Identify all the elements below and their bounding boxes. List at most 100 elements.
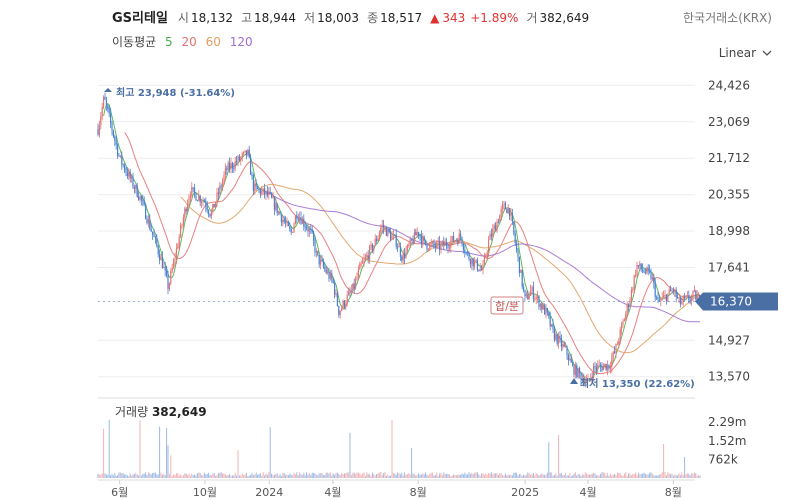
candle-body <box>509 208 511 216</box>
ma-legend-item-120[interactable]: 120 <box>229 35 253 49</box>
candle-body <box>345 303 347 307</box>
candle-body <box>569 358 571 361</box>
candle-body <box>475 259 477 262</box>
candle-body <box>567 354 569 361</box>
volume-bar <box>583 474 585 478</box>
candle-body <box>276 203 278 214</box>
candle-body <box>234 161 236 169</box>
volume-bar <box>244 474 246 478</box>
candle-body <box>271 193 273 198</box>
volume-bar <box>324 474 326 478</box>
candle-body <box>546 308 548 313</box>
candle-body <box>478 269 480 271</box>
candle-body <box>514 233 516 244</box>
volume-bar <box>268 472 270 478</box>
volume-bar <box>139 420 141 478</box>
volume-bar <box>433 475 435 478</box>
ma-legend-item-5[interactable]: 5 <box>165 35 173 49</box>
volume-bar <box>538 475 540 478</box>
candle-body <box>100 116 102 126</box>
volume-bar <box>574 472 576 478</box>
volume-bar <box>636 475 638 478</box>
volume-bar <box>635 472 637 478</box>
volume-bar <box>398 472 400 478</box>
candle-body <box>230 163 232 169</box>
candle-body <box>404 253 406 259</box>
candle-body <box>510 213 512 216</box>
candle-body <box>661 297 663 300</box>
candle-body <box>643 270 645 273</box>
volume-bar <box>266 474 268 478</box>
candle-body <box>413 231 415 244</box>
candle-body <box>583 378 585 384</box>
candle-body <box>453 236 455 242</box>
candle-body <box>346 295 348 304</box>
candle-body <box>684 297 686 299</box>
candle-body <box>516 243 518 251</box>
volume-bar <box>698 474 700 478</box>
volume-bar <box>374 475 376 478</box>
volume-bar <box>653 475 655 478</box>
candle-body <box>506 209 508 214</box>
volume-bar <box>665 475 667 478</box>
candle-body <box>222 181 224 187</box>
volume-bar <box>479 475 481 478</box>
exchange-name: 한국거래소(KRX) <box>683 11 772 25</box>
ma-legend-item-60[interactable]: 60 <box>205 35 221 49</box>
candle-body <box>303 218 305 227</box>
volume-bar <box>233 475 235 478</box>
candle-body <box>531 286 533 291</box>
volume-bar <box>579 474 581 478</box>
volume-bar <box>626 475 628 478</box>
candle-body <box>287 221 289 226</box>
volume-bar <box>679 475 681 478</box>
candle-body <box>209 213 211 217</box>
volume-bar <box>173 474 175 478</box>
volume-bar <box>601 472 603 478</box>
volume-bar <box>135 472 137 478</box>
volume-bar <box>314 473 316 478</box>
candle-body <box>189 195 191 198</box>
candle-body <box>300 217 302 224</box>
volume-bar <box>147 472 149 478</box>
candle-body <box>672 290 674 292</box>
volume-bar <box>318 473 320 478</box>
candle-body <box>129 171 131 179</box>
candle-body <box>307 228 309 232</box>
candle-body <box>422 236 424 244</box>
candle-body <box>537 296 539 298</box>
candle-body <box>488 239 490 252</box>
volume-bar <box>331 475 333 478</box>
volume-bar <box>195 475 197 478</box>
candle-body <box>390 231 392 240</box>
volume-bar <box>380 472 382 478</box>
volume-bar <box>328 473 330 478</box>
volume-bar <box>674 474 676 478</box>
candle-body <box>272 197 274 199</box>
volume-bar <box>507 474 509 478</box>
x-tick-label: 6월 <box>111 486 128 499</box>
scale-dropdown[interactable]: Linear <box>719 46 772 60</box>
volume-bar <box>500 473 502 478</box>
candle-body <box>406 245 408 251</box>
candle-body <box>446 242 448 246</box>
volume-bar <box>119 472 121 478</box>
volume-bar <box>509 474 511 478</box>
candle-body <box>678 297 680 299</box>
volume-bar <box>387 474 389 478</box>
x-tick-label: 8월 <box>410 486 427 499</box>
volume-bar <box>598 475 600 478</box>
volume-bar <box>633 474 635 478</box>
candle-body <box>635 275 637 277</box>
volume-bar <box>216 475 218 478</box>
volume-bar <box>327 472 329 478</box>
volume-bar <box>128 475 130 478</box>
candle-body <box>489 234 491 240</box>
current-price-badge <box>695 292 778 311</box>
candle-body <box>111 122 113 131</box>
candle-body <box>357 269 359 278</box>
candle-body <box>178 237 180 247</box>
ma-legend-item-20[interactable]: 20 <box>181 35 197 49</box>
volume-bar <box>675 475 677 478</box>
